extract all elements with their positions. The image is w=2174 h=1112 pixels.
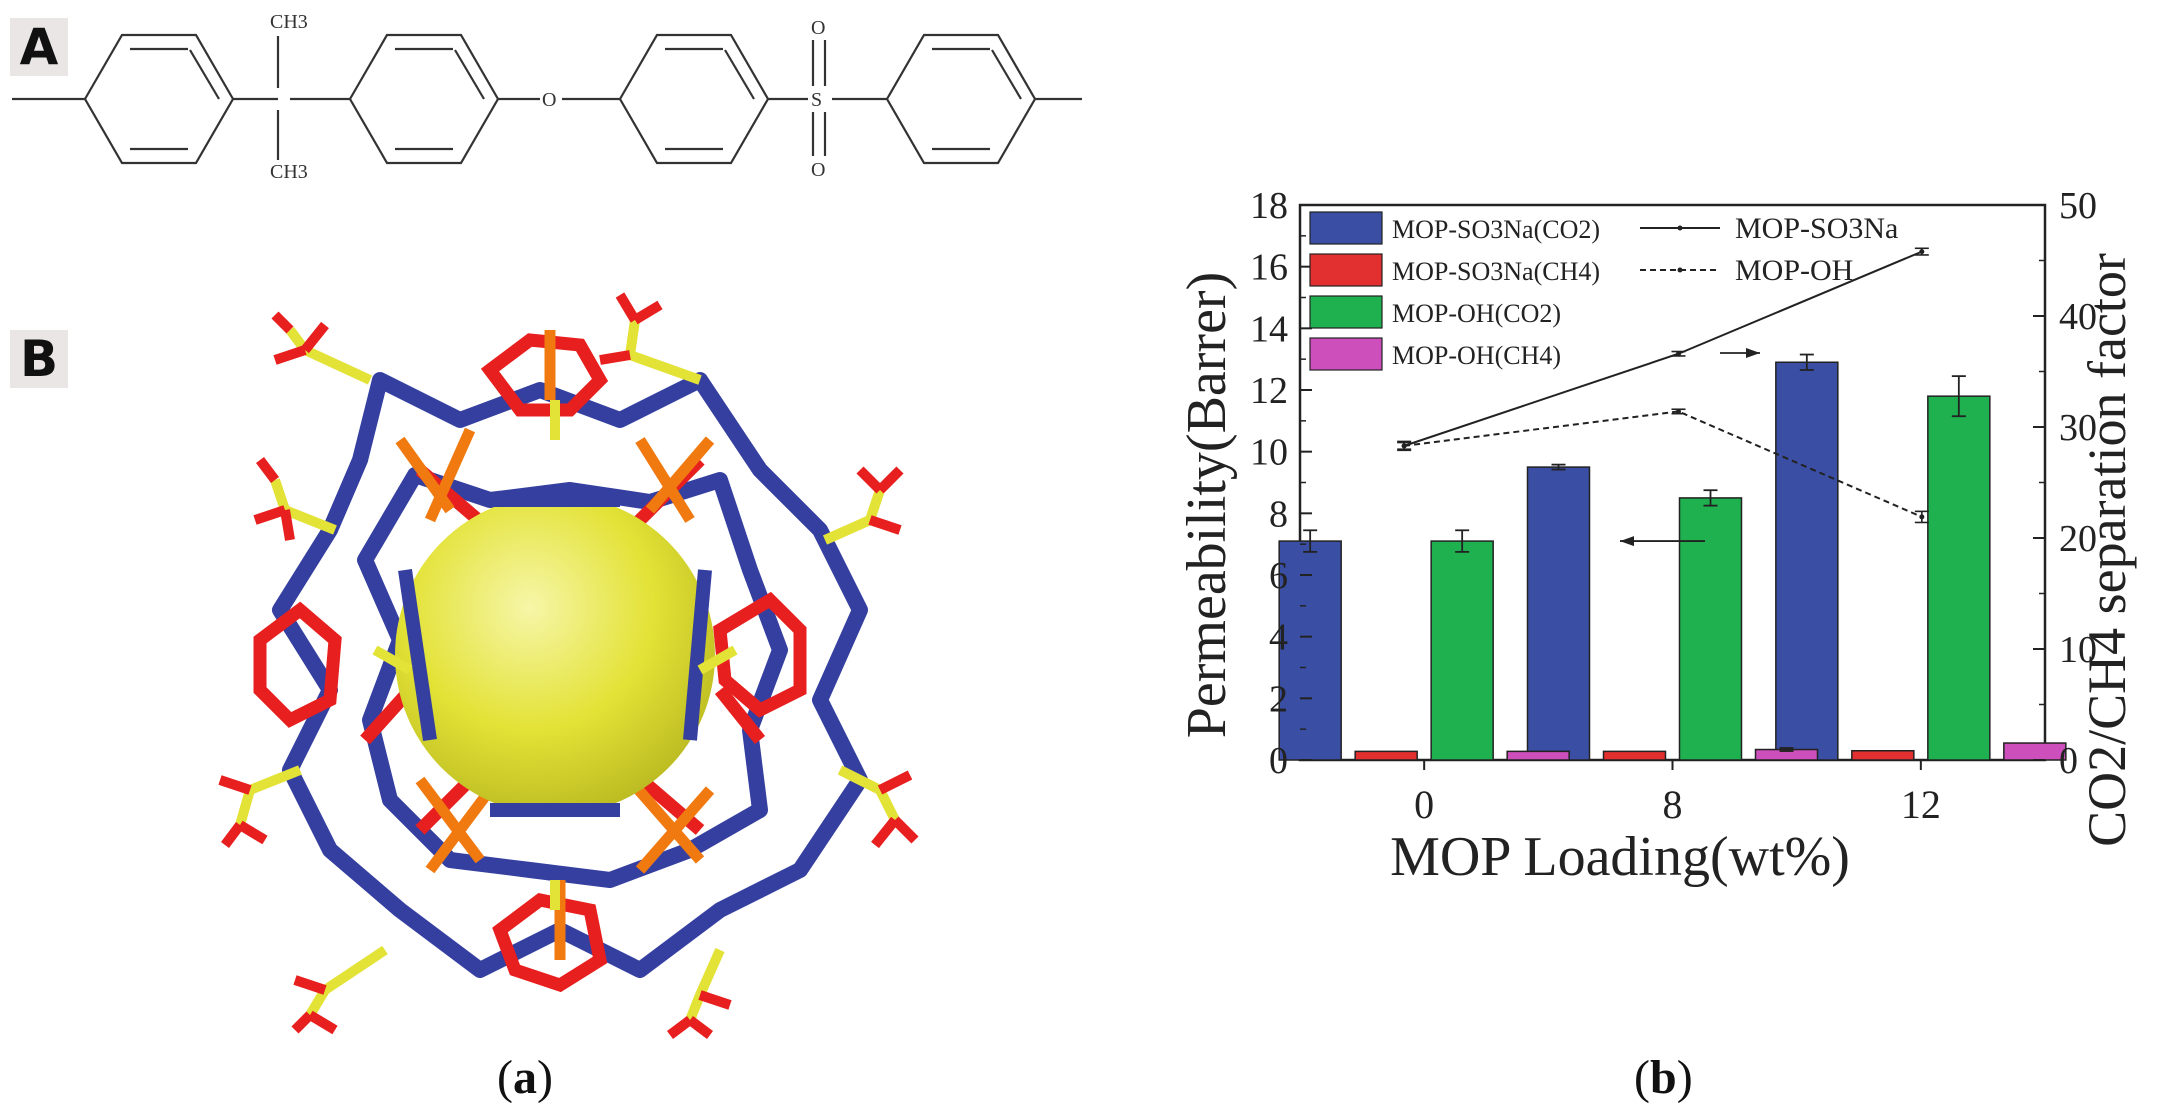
bar-mop-so3na-ch4--0 [1354,750,1418,761]
caption-b: (b) [1634,1051,1693,1104]
mop-cage-structure [218,292,919,1039]
y2-tick-label: 40 [2059,296,2097,338]
legend-line-label-0: MOP-SO3Na [1735,212,1898,245]
bar-mop-so3na-co2--8 [1526,466,1591,761]
panel-label-b: B [10,330,68,388]
lines-group [1397,247,1929,547]
legend-label-2: MOP-OH(CO2) [1392,299,1561,328]
y-axis-label: Permeability(Barrer) [1176,272,1238,738]
y2-tick-label: 20 [2059,518,2097,560]
legend-swatch-1 [1309,253,1383,287]
bar-mop-so3na-co2--0 [1278,540,1342,761]
line-mop-oh [1404,410,1923,518]
y-tick-label: 16 [1250,247,1288,289]
axes-group: 0 2 4 6 8 10 12 14 16 18 0 10 20 30 40 50 0 8 12 [1250,185,2097,827]
bar-mop-oh-co2--0 [1430,540,1494,761]
bar-mop-so3na-co2--12 [1775,361,1839,761]
y2-tick-label: 30 [2059,407,2097,449]
y2-axis-label: CO2/CH4 separation factor [2077,253,2137,847]
left-axis-arrow-head [1620,536,1634,547]
methyl-top-label: CH3 [270,11,308,33]
bar-mop-so3na-ch4--8 [1602,750,1667,761]
legend-swatch-0 [1309,211,1383,245]
caption-a-letter: a [512,1051,537,1104]
y-tick-label: 2 [1269,678,1288,720]
bar-mop-oh-co2--12 [1927,395,1991,761]
cavity-sphere [395,495,715,815]
polymer-structure: CH3 CH3 O O S O [12,11,1082,183]
right-axis-arrow-head [1746,348,1760,358]
legend-line-marker-0 [1677,225,1683,231]
sulfur-label: S [811,89,822,111]
legend-swatch-2 [1309,295,1383,329]
permeability-chart: 0 2 4 6 8 10 12 14 16 18 0 10 20 30 40 50 0 8 12 MOP-SO3Na… [1176,185,2137,888]
y-tick-label: 10 [1250,432,1288,474]
y-tick-label: 12 [1250,370,1288,412]
legend-label-1: MOP-SO3Na(CH4) [1392,257,1600,286]
y-tick-label: 0 [1269,740,1288,782]
legend-label-0: MOP-SO3Na(CO2) [1392,215,1600,244]
y2-tick-label: 50 [2059,185,2097,227]
panel-label-a: A [10,18,68,76]
methyl-bottom-label: CH3 [270,161,308,183]
legend-swatch-3 [1309,337,1383,371]
sulfonyl-oxygen-bottom-label: O [811,159,825,181]
bar-mop-so3na-ch4--12 [1851,750,1915,761]
y2-tick-label: 0 [2059,740,2078,782]
y2-tick-label: 10 [2059,629,2097,671]
legend-line-marker-1 [1677,267,1683,273]
bars-group [1278,353,2067,761]
x-tick-label-0: 0 [1414,782,1434,827]
x-tick-label-12: 12 [1901,782,1941,827]
ether-oxygen-label: O [542,89,556,111]
x-tick-label-8: 8 [1663,782,1683,827]
caption-b-letter: b [1649,1051,1677,1104]
y-tick-label: 8 [1269,493,1288,535]
x-axis-label: MOP Loading(wt%) [1390,826,1850,888]
legend-label-3: MOP-OH(CH4) [1392,341,1561,370]
legend-line-label-1: MOP-OH [1735,254,1853,287]
sulfonyl-oxygen-top-label: O [811,17,825,39]
caption-a: (a) [497,1051,553,1104]
bar-mop-oh-ch4--12 [2003,742,2067,761]
bar-mop-oh-co2--8 [1678,497,1743,761]
bar-mop-oh-ch4--0 [1506,750,1570,761]
y-tick-label: 6 [1269,555,1288,597]
y-tick-label: 18 [1250,185,1288,227]
y-tick-label: 4 [1269,617,1288,659]
legend: MOP-SO3Na(CO2) MOP-SO3Na(CH4) MOP-OH(CO2) M… [1309,211,1898,371]
y-tick-label: 14 [1250,308,1288,350]
